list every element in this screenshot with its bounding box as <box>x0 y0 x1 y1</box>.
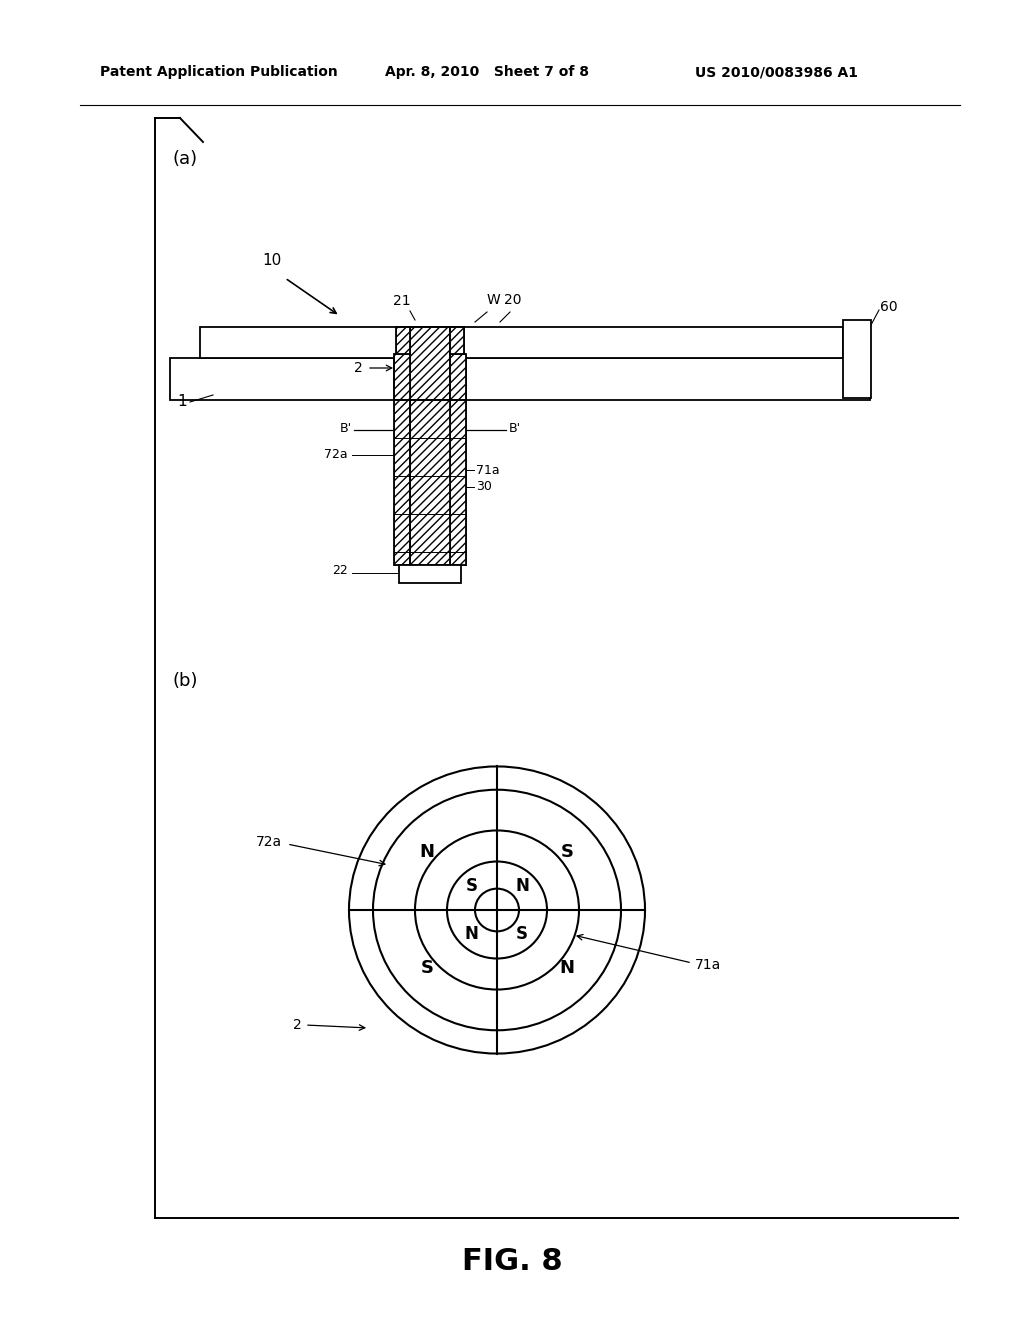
Ellipse shape <box>373 789 621 1031</box>
Text: (a): (a) <box>172 150 198 168</box>
Ellipse shape <box>349 767 645 1053</box>
Bar <box>450 327 464 366</box>
Text: 21: 21 <box>393 294 411 308</box>
Text: N: N <box>515 876 529 895</box>
Text: FIG. 8: FIG. 8 <box>462 1247 562 1276</box>
Text: N: N <box>559 958 574 977</box>
Text: B': B' <box>340 421 352 434</box>
Text: Patent Application Publication: Patent Application Publication <box>100 65 338 79</box>
Text: 1: 1 <box>177 395 186 409</box>
Bar <box>394 354 410 400</box>
Text: 72a: 72a <box>256 836 282 849</box>
Ellipse shape <box>475 888 519 932</box>
Bar <box>450 354 466 400</box>
Text: B': B' <box>509 421 521 434</box>
Bar <box>394 400 410 565</box>
Bar <box>843 319 871 399</box>
Text: 22: 22 <box>332 564 348 577</box>
Text: N: N <box>465 925 479 944</box>
Text: S: S <box>560 843 573 861</box>
Ellipse shape <box>447 862 547 958</box>
Bar <box>200 327 843 358</box>
Text: 30: 30 <box>476 480 492 494</box>
Text: US 2010/0083986 A1: US 2010/0083986 A1 <box>695 65 858 79</box>
Text: 60: 60 <box>880 300 898 314</box>
Text: 2: 2 <box>293 1018 302 1032</box>
Text: 2: 2 <box>354 360 362 375</box>
Bar <box>410 400 450 565</box>
Text: Apr. 8, 2010   Sheet 7 of 8: Apr. 8, 2010 Sheet 7 of 8 <box>385 65 589 79</box>
Text: S: S <box>421 958 433 977</box>
Bar <box>399 565 461 583</box>
Text: S: S <box>516 925 528 944</box>
Bar <box>450 400 466 565</box>
Bar <box>170 358 870 400</box>
Bar <box>394 358 466 403</box>
Bar <box>410 400 450 565</box>
Bar <box>450 354 466 400</box>
Text: 10: 10 <box>262 253 282 268</box>
Text: S: S <box>466 876 478 895</box>
Bar <box>394 400 410 565</box>
Text: 20: 20 <box>504 293 521 308</box>
Bar <box>410 327 450 360</box>
Text: 71a: 71a <box>476 463 500 477</box>
Text: N: N <box>420 843 434 861</box>
Bar <box>410 327 450 400</box>
Ellipse shape <box>415 830 579 990</box>
Bar <box>394 354 410 400</box>
Text: W: W <box>487 293 501 308</box>
Text: (b): (b) <box>172 672 198 690</box>
Bar <box>396 327 410 366</box>
Text: 71a: 71a <box>695 958 721 972</box>
Bar <box>396 327 410 366</box>
Bar <box>450 327 464 366</box>
Bar <box>450 400 466 565</box>
Bar <box>410 327 450 400</box>
Text: 72a: 72a <box>325 449 348 462</box>
